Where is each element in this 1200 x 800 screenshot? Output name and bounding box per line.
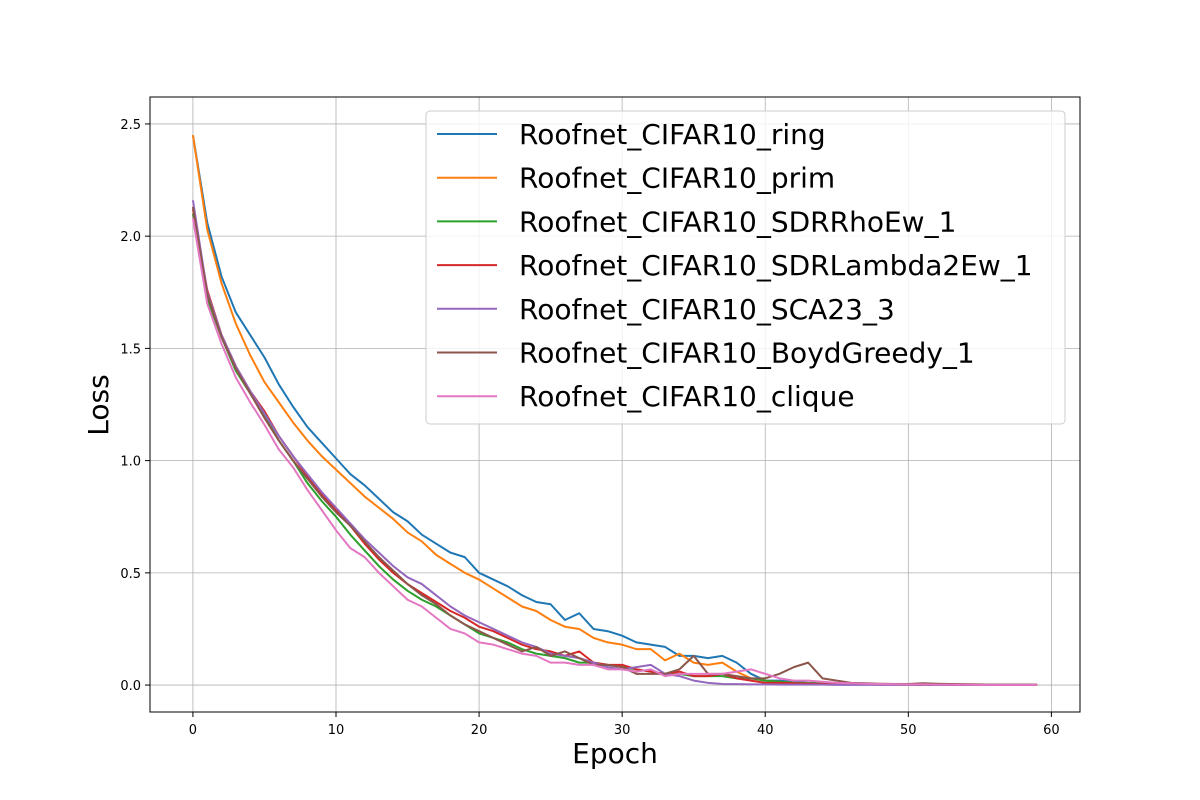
legend-label: Roofnet_CIFAR10_SCA23_3 — [519, 293, 895, 326]
y-tick-label: 2.5 — [120, 118, 141, 133]
y-tick-label: 1.5 — [120, 342, 141, 357]
legend-label: Roofnet_CIFAR10_ring — [519, 118, 826, 151]
y-axis-label: Loss — [82, 374, 115, 435]
y-tick-label: 0.0 — [120, 679, 141, 694]
legend-box — [425, 110, 1066, 425]
axis-ticks: 0 10 20 30 40 50 60 0.0 0.5 1.0 1.5 2.0 2.5 — [120, 118, 1059, 738]
legend-label: Roofnet_CIFAR10_clique — [519, 380, 855, 413]
legend-label: Roofnet_CIFAR10_prim — [519, 162, 835, 195]
legend: Roofnet_CIFAR10_ring Roofnet_CIFAR10_prim… — [425, 110, 1066, 425]
legend-label: Roofnet_CIFAR10_SDRRhoEw_1 — [519, 205, 956, 238]
y-tick-label: 2.0 — [120, 230, 141, 245]
x-tick-label: 20 — [471, 723, 488, 738]
x-tick-label: 0 — [189, 723, 197, 738]
y-tick-label: 1.0 — [120, 455, 141, 470]
plot-frame — [149, 96, 1081, 713]
x-tick-label: 60 — [1043, 723, 1060, 738]
y-tick-label: 0.5 — [120, 567, 141, 582]
legend-label: Roofnet_CIFAR10_BoydGreedy_1 — [519, 337, 975, 370]
series-line-Roofnet_CIFAR10_clique — [191, 218, 1038, 686]
legend-label: Roofnet_CIFAR10_SDRLambda2Ew_1 — [519, 249, 1033, 282]
x-tick-label: 40 — [757, 723, 774, 738]
x-axis-label: Epoch — [572, 737, 658, 770]
series-lines — [191, 134, 1038, 686]
x-tick-label: 10 — [328, 723, 345, 738]
x-tick-label: 50 — [900, 723, 917, 738]
x-tick-label: 30 — [614, 723, 631, 738]
